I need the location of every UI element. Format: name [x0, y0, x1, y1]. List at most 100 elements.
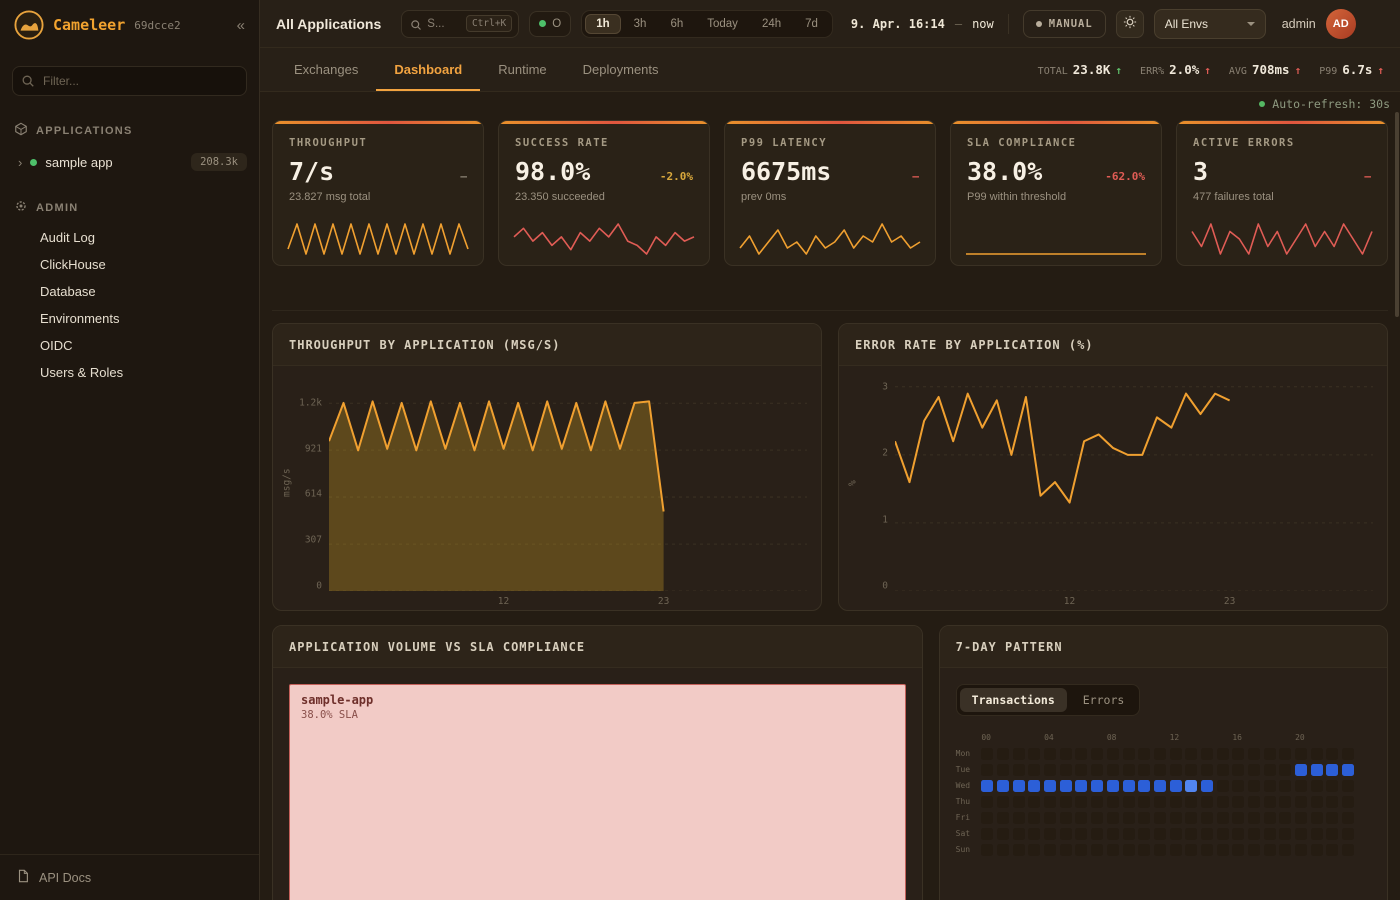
x-axis: 12 23 — [329, 591, 807, 608]
heatmap-cell — [1310, 764, 1323, 776]
heatmap-cell — [1075, 764, 1088, 776]
avatar[interactable]: AD — [1325, 8, 1356, 39]
heatmap-cell — [1138, 764, 1151, 776]
heatmap-cell — [1122, 812, 1135, 824]
treemap-item-sla: 38.0% SLA — [301, 709, 358, 721]
sidebar-item-environments[interactable]: Environments — [40, 311, 120, 326]
panel-title: 7-DAY PATTERN — [955, 639, 1063, 654]
stat-value: 23.8K — [1072, 62, 1111, 77]
range-start-datetime[interactable]: 9. Apr. 16:14 — [850, 16, 945, 31]
global-search-button[interactable]: S... Ctrl+K — [401, 9, 520, 38]
heatmap-cell — [997, 828, 1010, 840]
gear-icon — [14, 199, 28, 216]
chevron-right-icon[interactable]: › — [18, 154, 23, 170]
heatmap-cell — [1248, 764, 1261, 776]
heatmap-cell — [1326, 812, 1339, 824]
heatmap-cell — [1106, 764, 1119, 776]
auto-refresh-indicator: Auto-refresh: 30s — [260, 92, 1400, 116]
heatmap-cell — [1169, 764, 1182, 776]
kpi-sparkline — [287, 221, 469, 257]
heatmap-cell — [1200, 764, 1213, 776]
stat-value: 6.7s — [1342, 62, 1373, 77]
kpi-value: 98.0% — [515, 157, 591, 186]
range-end-label[interactable]: now — [972, 16, 994, 31]
heatmap-cell — [1153, 764, 1166, 776]
sparkline-svg — [1191, 223, 1373, 255]
heatmap-cell — [1044, 828, 1057, 840]
charts-row: THROUGHPUT BY APPLICATION (MSG/S) msg/s … — [272, 323, 1388, 611]
heatmap-cell — [1138, 844, 1151, 856]
sidebar-item-database[interactable]: Database — [40, 284, 96, 299]
tab-runtime[interactable]: Runtime — [480, 48, 564, 91]
heatmap-cell — [1185, 812, 1198, 824]
heatmap-grid: 00 04 08 12 16 20 Mon Tue Wed Thu Fri Sat Sun — [956, 732, 1371, 856]
heatmap-cell — [1091, 764, 1104, 776]
heatmap-cell — [1059, 812, 1072, 824]
time-range-3h[interactable]: 3h — [623, 14, 658, 34]
sidebar-item-sample-app[interactable]: › sample app 208.3k — [0, 147, 259, 177]
heatmap-cell — [1200, 844, 1213, 856]
y-axis-title: % — [847, 480, 859, 486]
heatmap-cell — [1310, 812, 1323, 824]
sidebar-collapse-button[interactable]: « — [236, 16, 245, 34]
stat-value: 2.0% — [1169, 62, 1200, 77]
time-range-6h[interactable]: 6h — [659, 14, 694, 34]
manual-refresh-button[interactable]: MANUAL — [1022, 9, 1106, 38]
admin-section-header: ADMIN — [0, 199, 259, 216]
heatmap-cell — [1106, 796, 1119, 808]
manual-label: MANUAL — [1048, 17, 1093, 30]
heatmap-cell — [1153, 828, 1166, 840]
heatmap-cell — [1200, 796, 1213, 808]
heatmap-cell — [1185, 796, 1198, 808]
toggle-errors[interactable]: Errors — [1071, 688, 1137, 712]
tab-deployments[interactable]: Deployments — [565, 48, 677, 91]
status-label: O — [552, 17, 562, 30]
sidebar-item-users-roles[interactable]: Users & Roles — [40, 365, 124, 380]
treemap-body: sample-app 38.0% SLA — [273, 668, 922, 900]
sidebar-item-oidc[interactable]: OIDC — [40, 338, 73, 353]
heatmap-hour-label: 04 — [1044, 733, 1054, 742]
heatmap-cell — [1342, 812, 1355, 824]
time-range-1h[interactable]: 1h — [585, 13, 621, 34]
heatmap-cell — [1232, 844, 1245, 856]
filter-input[interactable] — [12, 66, 247, 96]
kpi-card-sla-compliance: SLA COMPLIANCE 38.0% -62.0% P99 within t… — [950, 120, 1162, 266]
heatmap-cell — [1012, 748, 1025, 760]
throughput-chart-panel: THROUGHPUT BY APPLICATION (MSG/S) msg/s … — [272, 323, 822, 611]
heatmap-cell — [1028, 796, 1041, 808]
heatmap-cell — [1310, 844, 1323, 856]
environment-select[interactable]: All Envs — [1153, 8, 1266, 39]
scrollbar-thumb[interactable] — [1395, 112, 1399, 317]
kpi-card-active-errors: ACTIVE ERRORS 3 – 477 failures total — [1176, 120, 1388, 266]
auto-refresh-label: Auto-refresh: 30s — [1272, 97, 1390, 111]
time-range-24h[interactable]: 24h — [751, 14, 792, 34]
heatmap-cell — [1028, 780, 1041, 792]
heatmap-cell — [1342, 844, 1355, 856]
tab-exchanges[interactable]: Exchanges — [276, 48, 376, 91]
heatmap-cell — [1216, 796, 1229, 808]
time-range-today[interactable]: Today — [696, 14, 749, 34]
heatmap-cell — [1216, 844, 1229, 856]
x-axis: 12 23 — [895, 591, 1373, 608]
time-range-7d[interactable]: 7d — [794, 14, 829, 34]
theme-toggle-button[interactable] — [1115, 9, 1144, 38]
heatmap-cell — [1012, 780, 1025, 792]
api-docs-link[interactable]: API Docs — [0, 854, 259, 900]
sidebar-item-clickhouse[interactable]: ClickHouse — [40, 257, 106, 272]
panel-header: ERROR RATE BY APPLICATION (%) — [839, 324, 1387, 366]
heatmap-cell — [1342, 748, 1355, 760]
connection-status-pill[interactable]: O — [529, 10, 572, 37]
heatmap-cell — [1091, 796, 1104, 808]
heatmap-cell — [1122, 780, 1135, 792]
stat-err: ERR% 2.0% ↑ — [1140, 62, 1211, 77]
tab-dashboard[interactable]: Dashboard — [376, 48, 480, 91]
heatmap-cell — [1044, 748, 1057, 760]
applications-section-header: APPLICATIONS — [0, 122, 259, 139]
sidebar-item-audit-log[interactable]: Audit Log — [40, 230, 95, 245]
bottom-row: APPLICATION VOLUME VS SLA COMPLIANCE sam… — [272, 625, 1388, 900]
toggle-transactions[interactable]: Transactions — [959, 688, 1067, 712]
heatmap-cell — [1138, 828, 1151, 840]
heatmap-cell — [1310, 780, 1323, 792]
treemap-item-sample-app[interactable]: sample-app 38.0% SLA — [289, 684, 906, 900]
range-separator: – — [954, 16, 963, 31]
